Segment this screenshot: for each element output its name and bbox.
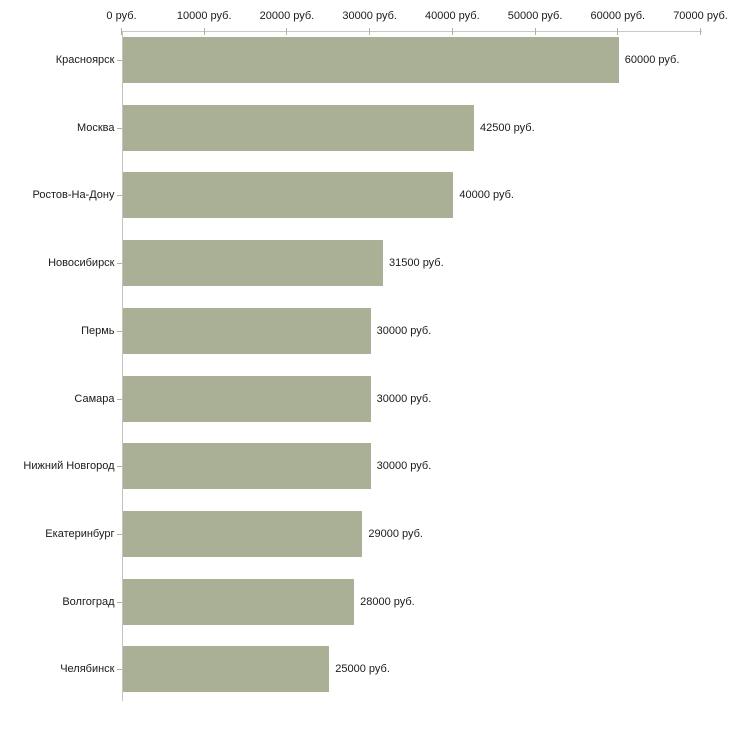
value-label: 30000 руб.: [376, 392, 432, 405]
y-axis-line: [121, 31, 123, 701]
x-axis-tick-label: 60000 руб.: [590, 10, 646, 22]
value-label: 25000 руб.: [335, 663, 390, 676]
category-label: Нижний Новгород: [23, 460, 115, 473]
x-axis-tick-label: 20000 руб.: [259, 10, 315, 22]
value-label: 28000 руб.: [360, 595, 415, 608]
x-axis-tick-label: 0 руб.: [106, 10, 137, 22]
value-label: 29000 руб.: [368, 527, 423, 540]
value-label: 31500 руб.: [389, 257, 444, 270]
category-label: Самара: [74, 392, 115, 405]
value-label: 42500 руб.: [480, 121, 535, 134]
category-label: Новосибирск: [48, 257, 115, 270]
value-label: 30000 руб.: [376, 460, 432, 473]
category-tick: [116, 669, 122, 671]
value-label: 40000 руб.: [459, 189, 514, 202]
category-label: Волгоград: [62, 595, 115, 608]
x-axis-tick-label: 70000 руб.: [673, 10, 728, 22]
bar: [122, 510, 363, 557]
category-label: Пермь: [81, 324, 115, 337]
category-tick: [116, 398, 122, 400]
x-axis-tick: [203, 28, 205, 35]
x-axis-tick-label: 30000 руб.: [342, 10, 397, 22]
x-axis-tick-label: 10000 руб.: [176, 10, 232, 22]
x-axis-tick: [286, 28, 288, 35]
category-label: Красноярск: [55, 54, 115, 66]
bar: [122, 172, 454, 219]
x-axis-tick-label: 40000 руб.: [425, 10, 480, 22]
bar: [122, 307, 371, 354]
x-axis-tick: [451, 28, 453, 35]
category-label: Ростов-На-Дону: [32, 189, 115, 202]
category-label: Челябинск: [60, 663, 115, 676]
category-tick: [116, 127, 122, 129]
x-axis-tick: [121, 28, 122, 35]
category-tick: [116, 195, 122, 197]
bar: [122, 240, 384, 287]
value-label: 30000 руб.: [376, 324, 432, 337]
category-tick: [116, 330, 122, 332]
bar: [122, 578, 355, 625]
bar: [122, 443, 371, 490]
category-tick: [116, 466, 122, 468]
x-axis-tick: [534, 28, 536, 35]
category-label: Москва: [76, 121, 115, 134]
x-axis-tick: [700, 28, 701, 35]
category-tick: [116, 263, 122, 265]
x-axis-tick: [617, 28, 619, 35]
category-label: Екатеринбург: [45, 527, 115, 540]
bar: [122, 104, 475, 151]
x-axis-line: [121, 31, 702, 32]
category-tick: [116, 601, 122, 603]
category-tick: [116, 60, 122, 61]
value-label: 60000 руб.: [624, 54, 680, 66]
bar: [122, 37, 619, 83]
x-axis-tick: [369, 28, 371, 35]
x-axis-tick-label: 50000 руб.: [507, 10, 563, 22]
category-tick: [116, 533, 122, 535]
bar: [122, 375, 371, 422]
bar: [122, 646, 330, 693]
